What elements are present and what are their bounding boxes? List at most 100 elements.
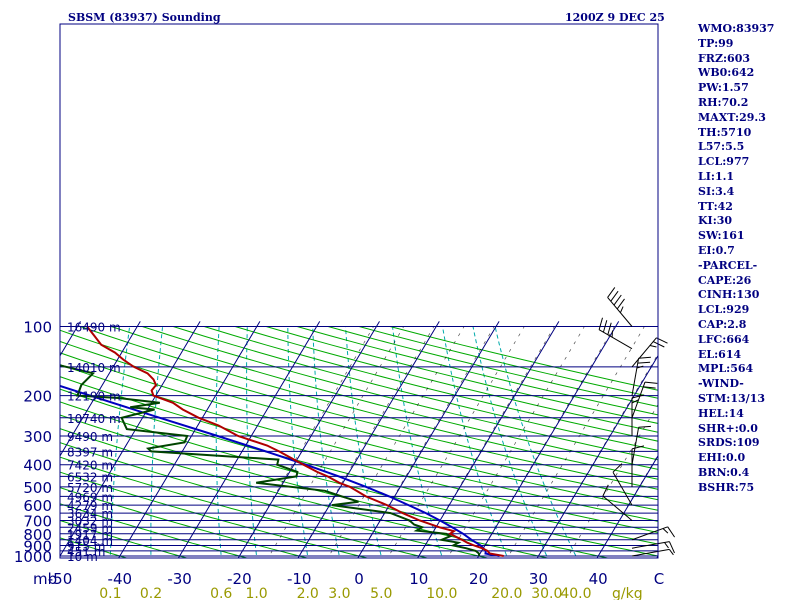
height-label: 4279 m bbox=[67, 499, 113, 513]
wind-barb bbox=[612, 463, 633, 506]
wind-barb-staff bbox=[631, 526, 668, 541]
index-item: KI:30 bbox=[698, 214, 733, 228]
index-item: CAP:2.8 bbox=[698, 317, 747, 331]
height-label: 9490 m bbox=[67, 430, 113, 444]
wind-barb-flag bbox=[638, 356, 651, 359]
dry-adiabat bbox=[60, 376, 658, 534]
wind-barb-staff bbox=[612, 471, 633, 506]
dry-adiabat bbox=[266, 326, 658, 424]
dry-adiabat bbox=[60, 329, 658, 490]
index-item: LCL:977 bbox=[698, 155, 750, 169]
wind-barb-flag bbox=[602, 484, 609, 497]
moist-adiabat bbox=[566, 403, 658, 558]
index-item: BSHR:75 bbox=[698, 480, 755, 494]
index-item: SRDS:109 bbox=[698, 436, 760, 450]
moist-adiabat bbox=[506, 326, 645, 558]
wind-barb-staff bbox=[598, 329, 633, 350]
wind-barb-flag bbox=[667, 526, 676, 538]
wind-barb bbox=[631, 425, 651, 465]
mixing-ratio-label: 5.0 bbox=[370, 586, 392, 600]
isotherm bbox=[60, 321, 141, 457]
plot-border bbox=[59, 23, 659, 559]
dry-adiabat bbox=[173, 326, 658, 451]
index-item: EHI:0.0 bbox=[698, 451, 746, 465]
diagram-grid bbox=[60, 321, 658, 558]
mixing-ratio-label: 0.6 bbox=[210, 586, 232, 600]
wind-barb-staff bbox=[607, 297, 633, 327]
pressure-tick-label: 200 bbox=[23, 388, 52, 406]
index-item: MPL:564 bbox=[698, 362, 754, 376]
wind-barb-flag bbox=[652, 341, 665, 348]
sounding-traces bbox=[60, 325, 504, 557]
height-label: 10 m bbox=[67, 550, 98, 564]
mixing-ratio-line bbox=[494, 326, 578, 558]
indices-panel: WMO:83937 TP:99 FRZ:603 WB0:642 PW:1.57 RH:70… bbox=[698, 22, 798, 496]
height-label: 16490 m bbox=[67, 321, 121, 335]
pressure-tick-label: 600 bbox=[23, 497, 52, 515]
mixing-ratio-line bbox=[246, 326, 258, 558]
index-item: L57:5.5 bbox=[698, 140, 745, 154]
wind-barb bbox=[631, 526, 676, 541]
height-label: 8397 m bbox=[67, 445, 113, 459]
temperature-tick-label: 10 bbox=[409, 570, 428, 588]
pressure-tick-label: 700 bbox=[23, 513, 52, 531]
wind-barb-flag bbox=[631, 445, 645, 450]
wind-barb-flag bbox=[598, 317, 603, 330]
wind-barb bbox=[631, 356, 651, 396]
index-item: TT:42 bbox=[698, 199, 733, 213]
parcel-trace bbox=[60, 384, 500, 557]
wind-barb-staff bbox=[631, 358, 640, 396]
wind-barb-flag bbox=[668, 549, 674, 556]
temperature-unit-label: C bbox=[654, 570, 664, 588]
index-item: SI:3.4 bbox=[698, 184, 735, 198]
dewpoint-trace bbox=[60, 364, 481, 557]
height-label: 1917 m bbox=[67, 528, 113, 542]
dry-adiabat bbox=[111, 326, 658, 470]
dry-adiabat bbox=[235, 326, 658, 433]
dry-adiabat bbox=[80, 326, 658, 480]
pressure-tick-label: 800 bbox=[23, 526, 52, 544]
temperature-tick-label: 0 bbox=[354, 570, 364, 588]
mixing-ratio-label: 1.0 bbox=[245, 586, 267, 600]
mixing-ratio-label: 30.0 bbox=[531, 586, 562, 600]
index-item: WMO:83937 bbox=[698, 22, 775, 35]
index-item: PW:1.57 bbox=[698, 81, 749, 95]
pressure-tick-label: 300 bbox=[23, 428, 52, 446]
index-item: BRN:0.4 bbox=[698, 465, 750, 479]
index-item: MAXT:29.3 bbox=[698, 110, 766, 124]
wind-barb-staff bbox=[631, 381, 646, 418]
wind-barb-flag bbox=[613, 294, 622, 306]
mixing-ratio-label: 20.0 bbox=[491, 586, 522, 600]
dry-adiabat bbox=[60, 388, 658, 545]
wind-barb-flag bbox=[644, 381, 658, 384]
pressure-tick-label: 400 bbox=[23, 457, 52, 475]
height-label: 3634 m bbox=[67, 507, 113, 521]
wind-barb-flag bbox=[607, 322, 612, 335]
temperature-trace bbox=[86, 325, 504, 557]
wind-barb-flag bbox=[638, 425, 651, 428]
temperature-tick-label: -10 bbox=[287, 570, 312, 588]
wind-barb-flag bbox=[610, 290, 619, 302]
isotherm bbox=[476, 321, 620, 558]
height-label: 7420 m bbox=[67, 459, 113, 473]
moist-adiabat bbox=[267, 326, 405, 558]
dry-adiabat bbox=[60, 352, 658, 511]
wind-barb-staff bbox=[631, 541, 670, 549]
wind-barb bbox=[602, 484, 633, 521]
height-label: 1404 m bbox=[67, 534, 113, 548]
height-label: 14010 m bbox=[67, 361, 121, 375]
index-item: SHR+:0.0 bbox=[698, 421, 758, 435]
pressure-tick-label: 1000 bbox=[14, 548, 52, 566]
height-label: 2459 m bbox=[67, 521, 113, 535]
wind-barb-flag bbox=[616, 298, 625, 310]
mixing-ratio-label: 40.0 bbox=[560, 586, 591, 600]
index-item: WB0:642 bbox=[698, 66, 755, 80]
temperature-tick-label: -20 bbox=[227, 570, 252, 588]
chart-title: SBSM (83937) Sounding bbox=[68, 11, 221, 24]
wind-barb bbox=[631, 445, 645, 487]
height-label: 3032 m bbox=[67, 515, 113, 529]
mixing-ratio-label: 0.1 bbox=[99, 586, 121, 600]
wind-barb bbox=[631, 381, 658, 418]
wind-barb-flag bbox=[668, 541, 675, 554]
